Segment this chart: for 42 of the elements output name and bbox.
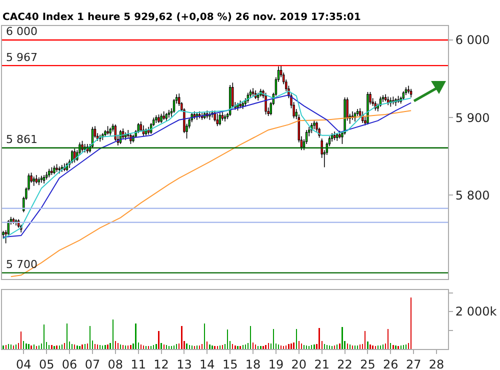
x-tick-label: 18 [245, 357, 261, 370]
ref-line-label: 5 967 [6, 51, 38, 64]
x-tick-label: 19 [268, 357, 284, 370]
x-tick-label: 12 [154, 357, 169, 370]
x-tick-label: 25 [360, 357, 376, 370]
candlestick [130, 132, 132, 144]
candlestick [140, 121, 142, 132]
x-tick-label: 26 [383, 357, 398, 370]
x-tick-label: 21 [314, 357, 330, 370]
x-tick-label: 04 [16, 357, 32, 370]
y-tick-label: 2 000k [455, 304, 497, 319]
x-tick-label: 06 [62, 357, 78, 370]
candlestick [160, 113, 162, 124]
candlestick [264, 92, 267, 115]
y-tick-label: 5 800 [455, 188, 490, 202]
candlestick [218, 112, 221, 126]
candlestick [224, 114, 226, 122]
candlestick [40, 175, 43, 184]
ref-line-label: 6 000 [6, 25, 38, 38]
y-tick-label: 5 900 [455, 110, 490, 125]
x-tick-label: 20 [291, 357, 307, 370]
candlestick [137, 122, 140, 134]
x-tick-label: 28 [428, 357, 444, 370]
ref-line-label: 5 700 [6, 258, 38, 271]
candlestick [214, 110, 216, 122]
x-tick-label: 08 [108, 357, 124, 370]
x-tick-label: 22 [337, 357, 352, 370]
chart-title: CAC40 Index 1 heure 5 929,62 (+0,08 %) 26 nov. 2019 17:35:01 [2, 12, 361, 24]
candlestick [172, 98, 176, 114]
x-tick-label: 07 [84, 357, 100, 370]
candlestick [32, 176, 35, 186]
line-series [10, 110, 412, 278]
x-tick-label: 11 [130, 357, 146, 370]
ref-line-label: 5 861 [6, 133, 38, 146]
x-tick-label: 15 [222, 357, 238, 370]
x-tick-label: 05 [38, 357, 54, 370]
candlestick [216, 113, 218, 127]
y-tick-label: 6 000 [455, 33, 490, 48]
x-tick-label: 13 [176, 357, 192, 370]
x-tick-label: 14 [200, 357, 215, 370]
candlestick [178, 93, 180, 106]
x-tick-label: 27 [406, 357, 422, 370]
